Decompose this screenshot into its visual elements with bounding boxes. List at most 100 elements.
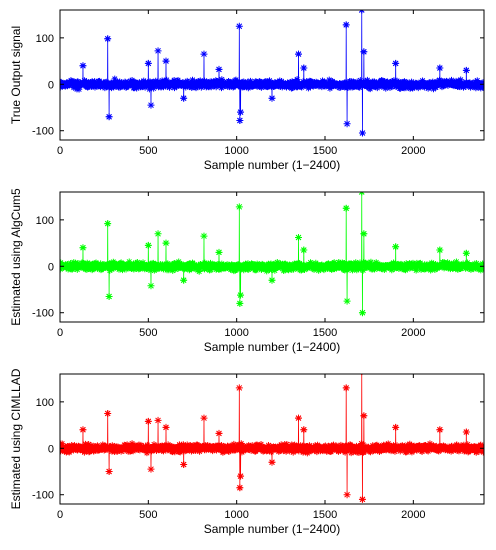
data-point	[464, 441, 471, 448]
x-axis-label: Sample number (1−2400)	[204, 522, 340, 536]
data-point	[367, 85, 374, 93]
data-point	[427, 83, 434, 91]
data-point	[417, 261, 424, 269]
y-tick-label: 100	[36, 33, 54, 45]
y-tick-label: 100	[36, 397, 54, 409]
data-point	[192, 447, 199, 455]
data-point	[169, 267, 176, 274]
data-point	[60, 448, 64, 455]
data-point	[104, 220, 112, 228]
data-point	[402, 266, 409, 274]
x-tick-label: 1500	[313, 327, 337, 339]
data-point	[345, 264, 352, 272]
x-tick-label: 2000	[401, 327, 425, 339]
data-point	[133, 85, 140, 92]
x-tick-label: 2000	[401, 145, 425, 157]
data-point	[480, 265, 484, 272]
data-point	[382, 85, 389, 92]
data-point	[144, 241, 152, 249]
data-point	[147, 282, 155, 290]
data-point	[237, 472, 245, 480]
data-point	[149, 264, 157, 271]
data-point	[96, 77, 103, 85]
data-point	[474, 77, 481, 84]
data-point	[79, 264, 86, 271]
data-point	[143, 261, 150, 269]
data-point	[70, 259, 77, 266]
data-point	[427, 261, 435, 269]
data-point	[268, 448, 275, 456]
data-point	[431, 266, 439, 273]
data-point	[480, 449, 484, 456]
axes-box	[59, 373, 485, 505]
data-point	[246, 264, 253, 272]
data-point	[130, 266, 138, 273]
data-point	[162, 57, 170, 65]
data-point	[305, 84, 312, 92]
x-tick-label: 1500	[313, 145, 337, 157]
data-point	[353, 266, 360, 274]
data-point	[450, 259, 457, 267]
data-point	[105, 468, 113, 475]
data-point	[390, 77, 398, 84]
data-point	[74, 266, 81, 273]
data-point	[359, 267, 367, 274]
data-point	[326, 76, 333, 84]
data-point	[237, 291, 245, 299]
data-point	[341, 449, 349, 456]
data-point	[393, 83, 400, 90]
data-point	[342, 204, 350, 212]
data-point	[215, 248, 223, 256]
data-point	[180, 461, 188, 469]
data-point	[304, 79, 311, 86]
series-line	[60, 192, 484, 313]
x-tick-label: 0	[57, 327, 63, 339]
x-tick-label: 1000	[224, 509, 248, 521]
data-point	[268, 94, 276, 102]
data-point	[235, 203, 243, 211]
data-point	[128, 440, 136, 447]
data-point	[436, 246, 444, 254]
data-point	[200, 232, 208, 240]
data-point	[342, 21, 350, 29]
data-point	[268, 458, 276, 466]
data-point	[141, 84, 149, 91]
data-point	[367, 258, 375, 266]
data-point	[358, 129, 366, 137]
data-point	[460, 441, 468, 449]
data-point	[143, 449, 151, 457]
data-point	[300, 426, 308, 434]
data-point	[268, 266, 275, 273]
data-point	[392, 59, 400, 67]
data-point	[418, 448, 426, 455]
data-point	[79, 62, 87, 70]
x-tick-label: 1000	[224, 327, 248, 339]
data-point	[60, 440, 66, 447]
data-point	[173, 259, 181, 266]
data-point	[330, 259, 338, 266]
data-point	[473, 449, 480, 456]
data-point	[271, 267, 279, 274]
data-point	[249, 442, 256, 449]
data-point	[344, 266, 351, 274]
data-point	[388, 266, 395, 274]
data-point	[215, 429, 223, 437]
data-point	[343, 491, 351, 499]
data-point	[105, 292, 113, 300]
data-point	[175, 258, 182, 265]
data-point	[324, 447, 332, 455]
data-point	[300, 64, 308, 72]
data-point	[424, 448, 432, 455]
data-point	[162, 423, 170, 431]
data-point	[236, 484, 244, 492]
data-point	[201, 77, 208, 85]
data-point	[237, 108, 245, 116]
x-axis-label: Sample number (1−2400)	[204, 340, 340, 354]
data-point	[462, 66, 470, 74]
data-point	[386, 84, 394, 91]
data-point	[235, 22, 243, 30]
data-point	[163, 76, 170, 84]
